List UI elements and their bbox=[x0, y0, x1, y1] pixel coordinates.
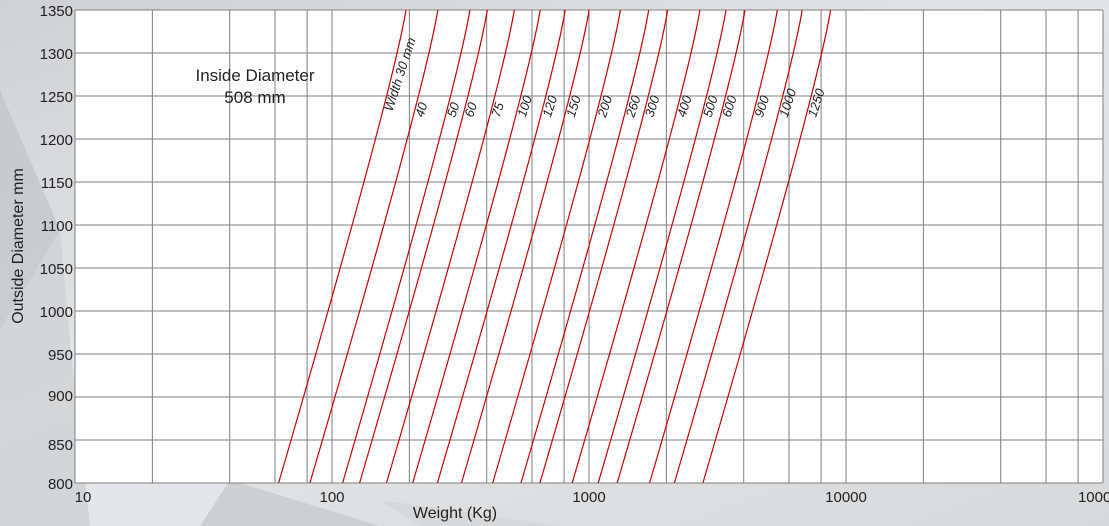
series-curve bbox=[539, 9, 669, 484]
series-label: 500 bbox=[700, 93, 721, 119]
y-tick-label: 1000 bbox=[40, 304, 73, 321]
series-label: 40 bbox=[412, 100, 431, 119]
y-axis-title: Outside Diameter mm bbox=[10, 168, 27, 324]
background-facet bbox=[0, 90, 60, 330]
y-tick-label: 1300 bbox=[40, 46, 73, 63]
series-label: 200 bbox=[594, 93, 616, 120]
series-curve bbox=[385, 9, 515, 484]
series-curve bbox=[359, 9, 488, 484]
series-curve bbox=[520, 9, 650, 484]
y-tick-label: 1350 bbox=[40, 3, 73, 20]
background-facet bbox=[200, 480, 380, 526]
series-curve bbox=[649, 9, 778, 484]
x-axis-title: Weight (Kg) bbox=[413, 505, 497, 522]
curves bbox=[278, 9, 832, 484]
y-tick-label: 1150 bbox=[41, 175, 73, 192]
x-tick-label: 100000 bbox=[1078, 489, 1109, 506]
series-curve bbox=[616, 9, 746, 484]
y-tick-label: 1200 bbox=[40, 132, 73, 149]
series-label: 600 bbox=[719, 93, 740, 119]
y-tick-labels: 800 850 900 950 1000 1050 1100 1150 1200 1250 1300… bbox=[40, 3, 73, 493]
series-label: 300 bbox=[642, 93, 663, 119]
background-facet bbox=[0, 230, 90, 526]
y-tick-label: 1100 bbox=[41, 218, 73, 235]
series-curve bbox=[597, 9, 727, 484]
series-curve bbox=[460, 9, 590, 484]
series-curve bbox=[673, 9, 803, 484]
series-curve bbox=[702, 9, 832, 484]
x-tick-labels: 10 100 1000 10000 100000 bbox=[75, 489, 1109, 506]
series-label: 150 bbox=[563, 93, 584, 119]
y-tick-label: 950 bbox=[48, 347, 73, 364]
series-curve bbox=[342, 9, 471, 484]
series-label: 100 bbox=[514, 93, 535, 119]
x-tick-label: 10 bbox=[75, 489, 92, 506]
y-tick-label: 1050 bbox=[40, 261, 73, 278]
background-facet bbox=[380, 500, 560, 526]
series-label: 60 bbox=[461, 100, 480, 119]
series-curve bbox=[571, 9, 701, 484]
series-label: 260 bbox=[622, 93, 644, 120]
series-label: 900 bbox=[751, 93, 772, 119]
series-curve bbox=[436, 9, 566, 484]
series-curve bbox=[278, 9, 407, 484]
y-tick-label: 800 bbox=[48, 476, 73, 493]
series-label: 400 bbox=[674, 93, 695, 119]
grid bbox=[74, 9, 1104, 484]
series-curve bbox=[309, 9, 439, 484]
series-label: 75 bbox=[488, 100, 507, 119]
y-tick-label: 900 bbox=[48, 388, 73, 405]
series-label: 50 bbox=[444, 100, 463, 119]
series-curve bbox=[492, 9, 621, 484]
series-curve bbox=[412, 9, 541, 484]
annotation-line-2: 508 mm bbox=[224, 88, 285, 107]
x-tick-label: 10000 bbox=[825, 489, 867, 506]
series-label: 120 bbox=[539, 93, 560, 119]
y-tick-label: 850 bbox=[48, 437, 73, 454]
x-tick-label: 100 bbox=[319, 489, 344, 506]
y-tick-label: 1250 bbox=[40, 89, 73, 106]
x-tick-label: 1000 bbox=[572, 489, 605, 506]
annotation-line-1: Inside Diameter bbox=[195, 66, 314, 85]
